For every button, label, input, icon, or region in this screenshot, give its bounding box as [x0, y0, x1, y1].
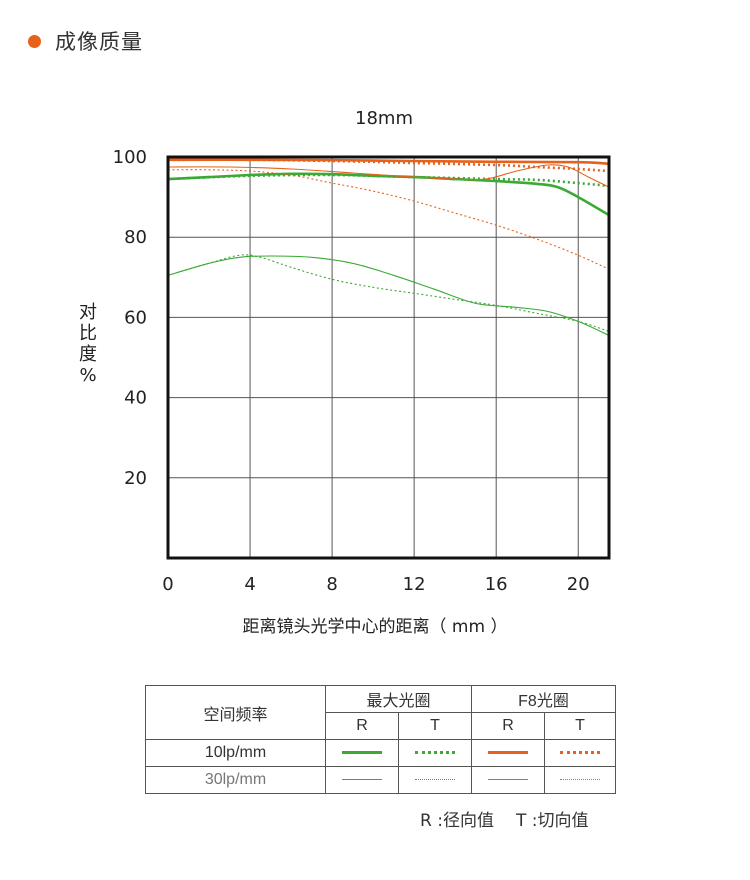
mtf-chart: 18mm 20 40 60 80 100 0 4 8 12 16 20 对比度% 距离镜头光学中心… — [79, 108, 611, 637]
y-tick-label: 100 — [113, 147, 147, 168]
x-axis-label: 距离镜头光学中心的距离（ mm ） — [243, 617, 508, 637]
legend-f8-r: R — [471, 712, 545, 740]
x-tick-label: 12 — [403, 574, 426, 595]
y-tick-labels: 20 40 60 80 100 — [113, 147, 147, 489]
legend-row-10: 10lp/mm — [145, 739, 326, 767]
x-tick-label: 0 — [162, 574, 173, 595]
y-tick-label: 80 — [124, 227, 147, 248]
legend-swatch-f8-30-t — [544, 766, 616, 794]
section-title: 成像质量 — [55, 30, 143, 54]
legend-swatch-f8-10-t — [544, 739, 616, 767]
plot-frame — [166, 155, 611, 560]
series-line-7 — [167, 164, 610, 188]
legend-swatch-max-30-r — [325, 766, 399, 794]
series-line-2 — [167, 173, 610, 188]
series-line-6 — [167, 158, 610, 173]
legend-swatch-f8-30-r — [471, 766, 545, 794]
legend-note: R :径向值 T :切向值 — [420, 806, 610, 831]
series-line-4 — [167, 254, 610, 332]
x-tick-label: 16 — [485, 574, 508, 595]
y-axis-label: 对比度% — [79, 302, 97, 386]
note-tangential: T :切向值 — [515, 811, 589, 831]
y-tick-label: 20 — [124, 468, 147, 489]
chart-title: 18mm — [355, 108, 413, 129]
y-tick-label: 60 — [124, 307, 147, 328]
legend-max-r: R — [325, 712, 399, 740]
legend-max-aperture-header: 最大光圈 — [325, 685, 472, 713]
legend-row-30: 30lp/mm — [145, 766, 326, 794]
legend-swatch-f8-10-r — [471, 739, 545, 767]
x-tick-label: 20 — [567, 574, 590, 595]
legend-max-t: T — [398, 712, 472, 740]
chart-curves — [166, 158, 611, 336]
x-tick-label: 4 — [244, 574, 255, 595]
legend-swatch-max-10-t — [398, 739, 472, 767]
legend-spatial-header: 空间频率 — [145, 685, 326, 740]
legend-swatch-max-10-r — [325, 739, 399, 767]
section-header: 成像质量 — [28, 26, 143, 56]
legend-f8-t: T — [544, 712, 616, 740]
x-tick-label: 8 — [326, 574, 337, 595]
legend-table: 空间频率 最大光圈 F8光圈 R T R T 10lp/mm 30lp/mm — [145, 685, 616, 794]
bullet-dot-icon — [28, 34, 41, 48]
series-line-3 — [167, 255, 610, 336]
x-tick-labels: 0 4 8 12 16 20 — [162, 574, 589, 595]
y-tick-label: 40 — [124, 388, 147, 409]
legend-f8-header: F8光圈 — [471, 685, 616, 713]
chart-grid — [168, 157, 609, 558]
legend-swatch-max-30-t — [398, 766, 472, 794]
note-radial: R :径向值 — [420, 811, 494, 831]
